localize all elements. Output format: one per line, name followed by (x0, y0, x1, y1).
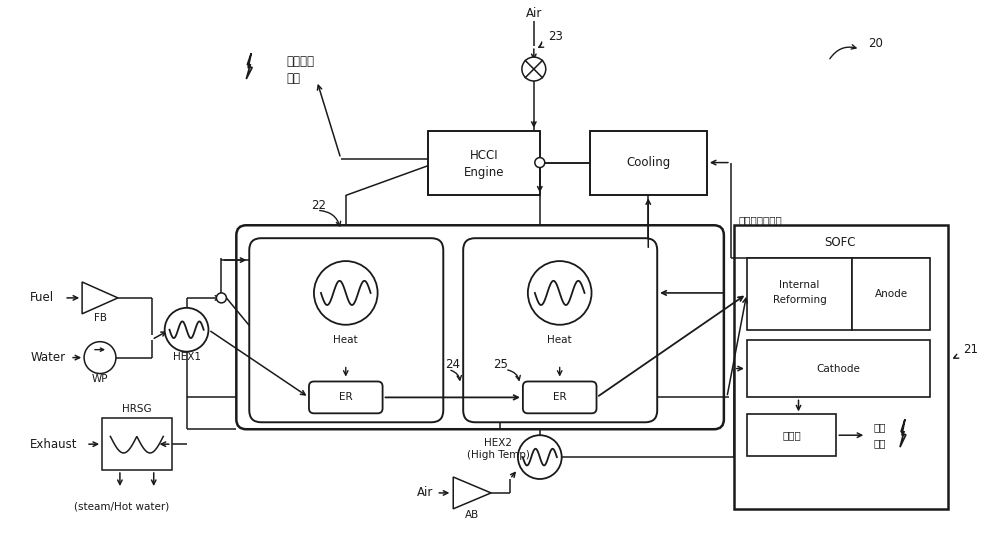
Text: WP: WP (92, 375, 108, 385)
FancyArrowPatch shape (451, 370, 461, 380)
Text: Water: Water (30, 351, 65, 364)
Text: Cathode: Cathode (816, 364, 860, 374)
Text: Heat: Heat (333, 335, 358, 345)
Bar (747, 340, 930, 398)
FancyArrowPatch shape (508, 370, 520, 380)
Text: HEX1: HEX1 (173, 351, 201, 361)
Text: 20: 20 (868, 37, 883, 49)
Text: 인버터: 인버터 (782, 430, 801, 440)
FancyBboxPatch shape (523, 381, 597, 413)
Text: Engine: Engine (464, 166, 504, 179)
Circle shape (518, 435, 562, 479)
Bar (590, 131, 707, 195)
Polygon shape (246, 53, 252, 79)
Polygon shape (453, 477, 491, 509)
Text: HRSG: HRSG (122, 404, 152, 414)
Text: 전력: 전력 (873, 422, 886, 432)
FancyArrowPatch shape (954, 354, 959, 358)
Text: 23: 23 (548, 29, 563, 43)
FancyArrowPatch shape (830, 44, 856, 59)
Text: Internal: Internal (779, 280, 820, 290)
Text: HCCI: HCCI (470, 149, 498, 162)
Text: ER: ER (339, 393, 353, 403)
Text: Air: Air (526, 7, 542, 20)
Text: Exhaust: Exhaust (30, 438, 78, 451)
FancyBboxPatch shape (249, 238, 443, 422)
Text: 애노드오프가스: 애노드오프가스 (739, 215, 783, 225)
Text: 21: 21 (963, 343, 978, 356)
Circle shape (216, 293, 226, 303)
Text: 생산: 생산 (873, 438, 886, 448)
FancyArrowPatch shape (539, 42, 544, 47)
Circle shape (535, 157, 545, 167)
Text: Air: Air (416, 486, 433, 499)
FancyBboxPatch shape (236, 225, 724, 429)
Circle shape (84, 342, 116, 374)
Text: (High Temp): (High Temp) (467, 450, 529, 460)
Bar (747, 258, 852, 330)
Bar (428, 131, 540, 195)
Polygon shape (82, 282, 118, 314)
Text: 25: 25 (493, 358, 508, 371)
Text: Cooling: Cooling (626, 156, 670, 169)
Text: FB: FB (94, 313, 107, 323)
Text: HEX2: HEX2 (484, 438, 512, 448)
Bar (852, 258, 930, 330)
Circle shape (165, 308, 208, 351)
Bar (747, 414, 836, 456)
Text: 24: 24 (445, 358, 460, 371)
Text: SOFC: SOFC (825, 236, 856, 249)
Text: AB: AB (465, 510, 479, 520)
Circle shape (522, 57, 546, 81)
FancyBboxPatch shape (463, 238, 657, 422)
Circle shape (528, 261, 592, 325)
Text: Reforming: Reforming (773, 295, 826, 305)
Text: ER: ER (553, 393, 567, 403)
Polygon shape (900, 419, 906, 447)
Text: 22: 22 (311, 199, 326, 212)
Text: Heat: Heat (547, 335, 572, 345)
Text: Fuel: Fuel (30, 291, 54, 304)
Circle shape (314, 261, 378, 325)
Bar (102, 418, 172, 470)
Text: (steam/Hot water): (steam/Hot water) (74, 502, 170, 512)
Text: 생산: 생산 (286, 72, 300, 86)
FancyArrowPatch shape (320, 211, 341, 226)
Text: Anode: Anode (874, 289, 908, 299)
FancyBboxPatch shape (309, 381, 383, 413)
Text: 추가전력: 추가전력 (286, 54, 314, 68)
Bar (734, 225, 948, 509)
